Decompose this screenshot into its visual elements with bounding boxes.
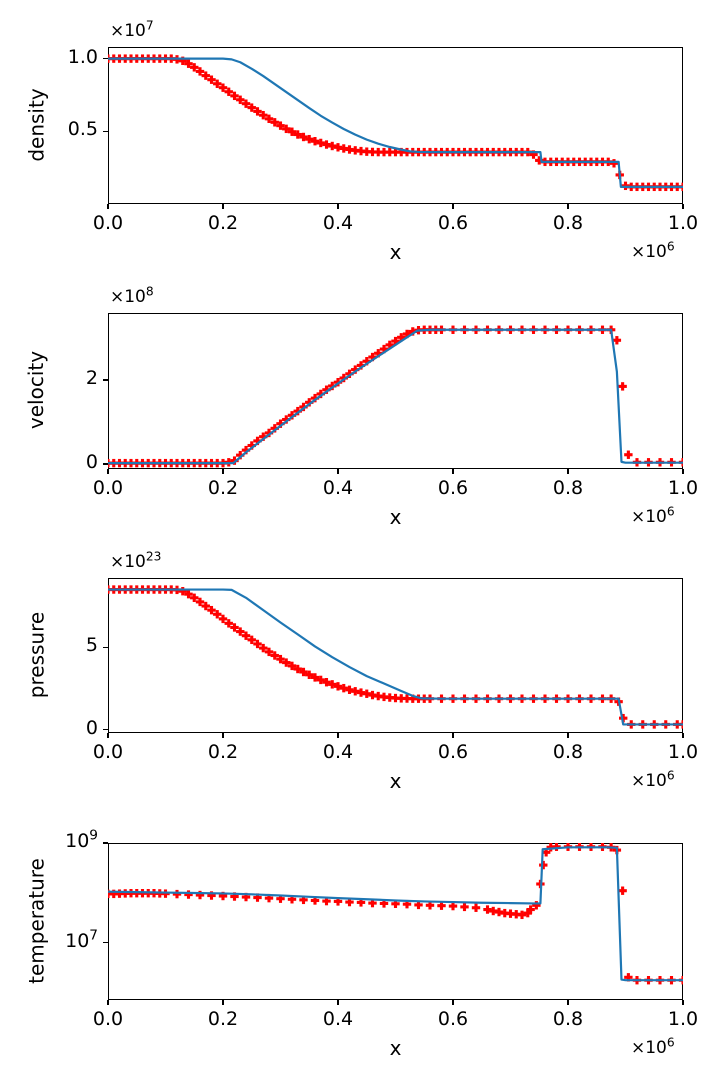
x-axis-label: x	[389, 769, 402, 793]
y-tick-label: 107	[65, 927, 98, 952]
x-tickmark	[682, 204, 684, 209]
x-tickmark	[337, 733, 339, 738]
line-series-velocity	[108, 328, 683, 465]
x-tick-label: 0.6	[437, 212, 469, 234]
y-tickmark	[103, 130, 108, 132]
x-tickmark	[452, 733, 454, 738]
line-series-density	[108, 57, 683, 188]
y-tick-label: 0	[85, 450, 98, 473]
x-tick-label: 0.2	[207, 1008, 239, 1030]
x-tickmark	[337, 204, 339, 209]
x-tickmark	[567, 1000, 569, 1005]
x-tick-label: 0.0	[92, 1008, 124, 1030]
axes-pressure	[108, 578, 683, 733]
y-tickmark	[103, 842, 108, 844]
x-tickmark	[222, 469, 224, 474]
y-axis-label-temperature: temperature	[24, 857, 48, 984]
x-tickmark	[567, 204, 569, 209]
x-axis-label: x	[389, 1036, 402, 1060]
x-tick-label: 0.8	[552, 1008, 584, 1030]
y-tick-label: 2	[85, 367, 98, 390]
x-tick-label: 0.8	[552, 477, 584, 499]
x-axis-label: x	[389, 505, 402, 529]
x-offset-text: ×106	[631, 504, 675, 527]
line-series-temperature	[108, 846, 683, 982]
y-tickmark	[103, 379, 108, 381]
y-tickmark	[103, 57, 108, 60]
x-tickmark	[337, 469, 339, 474]
x-tickmark	[452, 204, 454, 209]
x-offset-text: ×106	[631, 1035, 675, 1058]
x-tickmark	[107, 733, 109, 738]
x-tick-label: 0.6	[437, 477, 469, 499]
marker-series-temperature	[108, 843, 683, 985]
x-tickmark	[567, 469, 569, 474]
x-tick-label: 1.0	[667, 477, 699, 499]
y-tick-label: 5	[85, 634, 98, 657]
x-tick-label: 0.6	[437, 741, 469, 763]
x-tickmark	[682, 733, 684, 738]
y-tick-label: 109	[65, 827, 98, 852]
y-offset-text: ×107	[110, 18, 154, 41]
y-tick-label: 1.0	[67, 45, 98, 68]
line-series-pressure	[108, 588, 683, 726]
x-tickmark	[107, 204, 109, 209]
x-tick-label: 0.0	[92, 212, 124, 234]
x-axis-label: x	[389, 240, 402, 264]
x-tick-label: 0.2	[207, 212, 239, 234]
x-offset-text: ×106	[631, 239, 675, 262]
x-tickmark	[107, 469, 109, 474]
axes-temperature	[108, 843, 683, 1000]
x-tickmark	[107, 1000, 109, 1005]
x-tick-label: 1.0	[667, 741, 699, 763]
x-tickmark	[222, 733, 224, 738]
x-tickmark	[337, 1000, 339, 1005]
x-tick-label: 0.2	[207, 477, 239, 499]
x-tick-label: 1.0	[667, 212, 699, 234]
x-tickmark	[682, 469, 684, 474]
x-tickmark	[567, 733, 569, 738]
x-tick-label: 0.6	[437, 1008, 469, 1030]
x-tick-label: 0.8	[552, 741, 584, 763]
x-tick-label: 0.2	[207, 741, 239, 763]
x-tickmark	[452, 469, 454, 474]
y-tickmark	[103, 729, 108, 731]
x-tick-label: 0.0	[92, 477, 124, 499]
y-tick-label: 0	[85, 716, 98, 739]
x-offset-text: ×106	[631, 768, 675, 791]
y-tick-label: 0.5	[67, 118, 98, 141]
x-tickmark	[222, 1000, 224, 1005]
y-tickmark	[103, 463, 108, 465]
y-offset-text: ×1023	[110, 549, 162, 572]
x-tickmark	[452, 1000, 454, 1005]
y-tickmark	[103, 941, 108, 944]
x-tick-label: 1.0	[667, 1008, 699, 1030]
x-tick-label: 0.4	[322, 1008, 354, 1030]
x-tick-label: 0.8	[552, 212, 584, 234]
y-offset-text: ×108	[110, 284, 154, 307]
x-tick-label: 0.4	[322, 741, 354, 763]
x-tick-label: 0.0	[92, 741, 124, 763]
x-tickmark	[222, 204, 224, 209]
x-tickmark	[682, 1000, 684, 1005]
y-tickmark	[103, 646, 108, 648]
x-tick-label: 0.4	[322, 477, 354, 499]
axes-density	[108, 47, 683, 204]
x-tick-label: 0.4	[322, 212, 354, 234]
